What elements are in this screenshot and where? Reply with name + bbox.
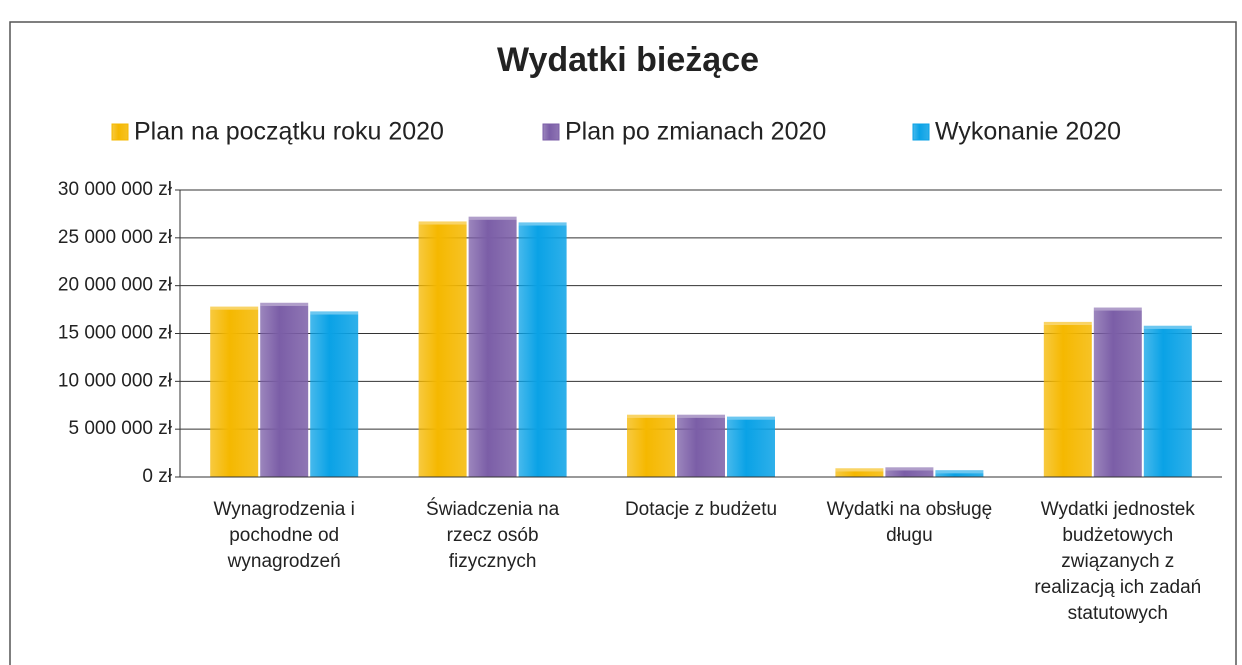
x-tick-label: Dotacje z budżetu (624, 499, 778, 520)
bar (885, 470, 934, 477)
bar-top (1043, 321, 1092, 325)
x-tick-label: Wydatki na obsługę długu (826, 499, 993, 546)
bar-top (835, 468, 884, 472)
bar (418, 224, 467, 477)
bar (1043, 324, 1092, 477)
legend-swatch (542, 123, 560, 141)
bar (260, 305, 309, 477)
bar (310, 314, 359, 477)
y-tick-label: 20 000 000 zł (58, 275, 173, 296)
bar (835, 471, 884, 477)
x-tick-label: Wydatki jednostek budżetowych związanych… (1034, 499, 1202, 624)
legend-label: Plan na początku roku 2020 (134, 118, 444, 146)
y-tick-label: 5 000 000 zł (68, 418, 172, 439)
bar-top (935, 470, 984, 474)
x-tick-label: Świadczenia na rzecz osób fizycznych (426, 499, 560, 572)
bar-top (727, 416, 775, 420)
y-tick-label: 15 000 000 zł (58, 323, 173, 344)
legend-label: Plan po zmianach 2020 (565, 118, 826, 146)
bar-top (418, 221, 467, 225)
y-tick-label: 25 000 000 zł (58, 227, 173, 248)
bar-top (885, 467, 934, 471)
legend-swatch (111, 123, 129, 141)
bar (210, 309, 259, 477)
legend-label: Wykonanie 2020 (935, 118, 1121, 146)
bar (1143, 328, 1192, 477)
y-tick-label: 10 000 000 zł (58, 370, 173, 391)
legend-swatch (912, 123, 930, 141)
bar-top (1143, 325, 1192, 329)
bar-top (210, 306, 259, 310)
bar-top (260, 302, 309, 306)
y-tick-label: 0 zł (142, 466, 172, 487)
bar (935, 473, 984, 477)
chart-title: Wydatki bieżące (497, 41, 759, 79)
bar-top (468, 216, 517, 220)
bar (518, 225, 567, 477)
bar-top (518, 222, 567, 226)
x-tick-label: Wynagrodzenia i pochodne od wynagrodzeń (213, 499, 355, 572)
bar-top (1093, 307, 1142, 311)
bar (468, 219, 517, 477)
bar (677, 417, 725, 477)
bar (727, 419, 775, 477)
bar (627, 417, 675, 477)
y-tick-label: 30 000 000 zł (58, 179, 173, 200)
bar-top (310, 311, 359, 315)
bar (1093, 310, 1142, 477)
bar-top (627, 414, 675, 418)
bar-top (677, 414, 725, 418)
